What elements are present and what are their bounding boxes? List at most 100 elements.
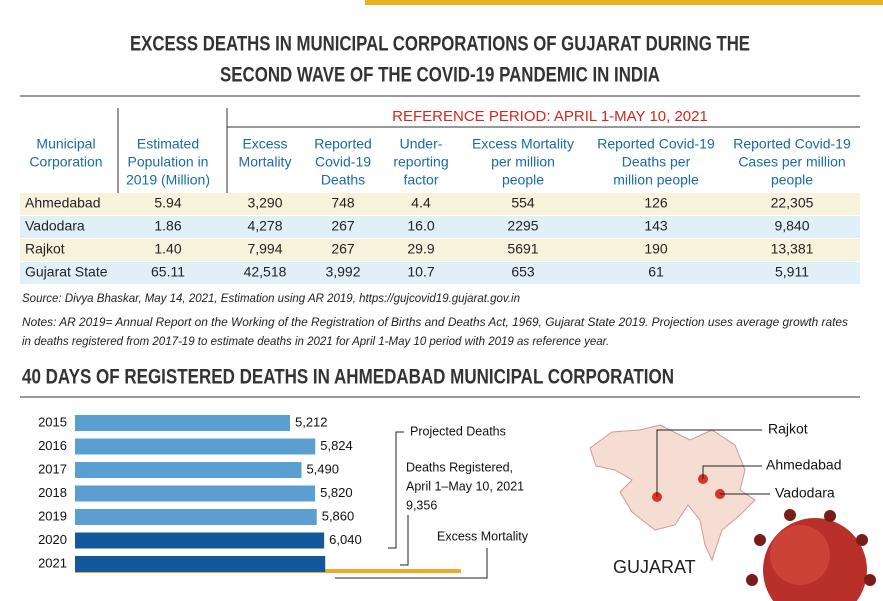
cell: Gujarat State — [25, 264, 108, 280]
cell: 126 — [644, 195, 668, 211]
column-header: Deaths per — [622, 154, 691, 170]
column-header: 2019 (Million) — [126, 172, 210, 188]
column-header: Reported Covid-19 — [733, 136, 851, 152]
column-header: Excess Mortality — [472, 136, 574, 152]
value-label: 6,040 — [329, 532, 362, 547]
row-band — [20, 239, 860, 261]
cell: 5,911 — [775, 264, 809, 280]
cell: 4,278 — [247, 218, 282, 234]
cell: 2295 — [507, 218, 538, 234]
y-tick-label: 2015 — [38, 414, 67, 429]
cell: 4.4 — [411, 195, 431, 211]
map-title: GUJARAT — [613, 557, 696, 577]
bracket — [388, 431, 404, 549]
column-header: people — [502, 172, 544, 188]
cell: 653 — [511, 264, 535, 280]
column-header: Reported — [314, 136, 372, 152]
bar — [75, 532, 325, 549]
city-label: Ahmedabad — [766, 457, 842, 473]
notes: Notes: AR 2019= Annual Report on the Wor… — [22, 317, 848, 329]
city-label: Vadodara — [775, 485, 835, 501]
cell: 3,290 — [247, 195, 282, 211]
column-header: Covid-19 — [315, 154, 371, 170]
row-band — [20, 262, 860, 284]
column-header: factor — [403, 172, 438, 188]
column-header: people — [771, 172, 813, 188]
city-label: Rajkot — [768, 421, 808, 437]
cell: 267 — [331, 218, 355, 234]
value-label: 5,490 — [306, 461, 339, 476]
column-header: Cases per million — [738, 154, 845, 170]
map — [589, 424, 770, 562]
column-header: million people — [613, 172, 699, 188]
title: EXCESS DEATHS IN MUNICIPAL CORPORATIONS … — [130, 33, 750, 56]
row-band — [20, 216, 860, 238]
source: Source: Divya Bhaskar, May 14, 2021, Est… — [22, 293, 520, 305]
top-strip — [365, 0, 883, 5]
cell: 5691 — [507, 241, 538, 257]
y-tick-label: 2018 — [38, 485, 67, 500]
reference-period: REFERENCE PERIOD: APRIL 1-MAY 10, 2021 — [392, 108, 708, 125]
cell: 1.40 — [154, 241, 181, 257]
column-header: Corporation — [29, 154, 102, 170]
bar — [75, 438, 316, 455]
value-label: 5,820 — [320, 485, 353, 500]
leader — [656, 429, 762, 497]
value-label: 5,212 — [295, 414, 328, 429]
y-tick-label: 2016 — [38, 438, 67, 453]
bracket — [400, 515, 409, 566]
column-header: Deaths — [321, 172, 365, 188]
cell: 143 — [644, 218, 668, 234]
column-header: Population in — [128, 154, 209, 170]
table: Municipal Corporation Estimated Population … — [20, 136, 860, 284]
column-header: Under- — [400, 136, 443, 152]
annotation: Deaths Registered, — [406, 460, 513, 474]
y-tick-label: 2017 — [38, 461, 67, 476]
bar — [75, 462, 302, 478]
cell: 16.0 — [407, 218, 434, 234]
cell: 9,840 — [774, 218, 809, 234]
cell: 7,994 — [247, 241, 282, 257]
column-header: Excess — [242, 136, 287, 152]
chart-title: 40 DAYS OF REGISTERED DEATHS IN AHMEDABA… — [22, 366, 674, 389]
notes: in deaths registered from 2017-19 to est… — [22, 336, 609, 348]
cell: 267 — [331, 241, 355, 257]
y-tick-label: 2021 — [38, 555, 67, 570]
bracket — [335, 548, 488, 579]
annotation: Projected Deaths — [410, 424, 506, 438]
cell: Ahmedabad — [25, 195, 101, 211]
row-band — [20, 193, 860, 215]
cell: 10.7 — [407, 264, 434, 280]
column-header: Reported Covid-19 — [597, 136, 715, 152]
annotation: April 1–May 10, 2021 — [406, 479, 524, 493]
column-header: Estimated — [137, 136, 199, 152]
bar — [75, 415, 290, 431]
cell: 748 — [331, 195, 355, 211]
virus-illustration — [746, 509, 876, 601]
cell: 61 — [648, 264, 664, 280]
column-header: Mortality — [239, 154, 292, 170]
annotation-lines — [335, 431, 488, 579]
column-header: Municipal — [36, 136, 95, 152]
cell: 13,381 — [771, 241, 814, 257]
cell: Rajkot — [25, 241, 65, 257]
y-tick-label: 2019 — [38, 508, 67, 523]
cell: 29.9 — [407, 241, 434, 257]
cell: 42,518 — [244, 264, 287, 280]
column-header: reporting — [393, 154, 448, 170]
y-tick-label: 2020 — [38, 532, 67, 547]
cell: 1.86 — [154, 218, 181, 234]
cell: Vadodara — [25, 218, 85, 234]
gujarat-outline — [589, 424, 756, 562]
bar — [75, 485, 316, 502]
value-label: 5,860 — [322, 508, 355, 523]
bar-chart: 2015 5,212 2016 5,824 2017 5,490 2018 5,820 2019… — [38, 414, 461, 573]
cell: 65.11 — [151, 264, 185, 280]
annotation: Excess Mortality — [437, 529, 529, 543]
bar — [75, 556, 326, 572]
cell: 3,992 — [325, 264, 360, 280]
title: SECOND WAVE OF THE COVID-19 PANDEMIC IN … — [220, 64, 660, 87]
annotation: 9,356 — [406, 498, 437, 512]
leader — [702, 465, 762, 479]
